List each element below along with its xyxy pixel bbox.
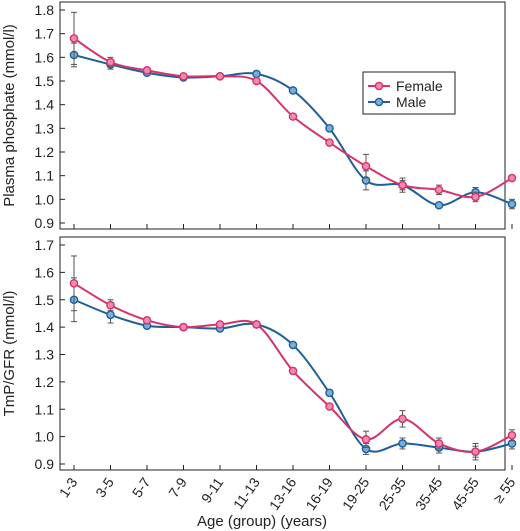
legend-entry-male: Male	[396, 94, 427, 110]
y-tick-label: 1.1	[35, 168, 55, 184]
male-data-point	[507, 199, 517, 209]
y-tick-label: 0.9	[35, 215, 55, 231]
female-data-point	[179, 71, 188, 81]
y-tick-label: 1.3	[35, 347, 55, 363]
female-data-point	[471, 447, 480, 456]
female-data-point	[361, 161, 371, 171]
female-data-point	[179, 322, 188, 332]
plot-frame	[59, 1, 506, 230]
y-tick-label: 1.4	[35, 319, 55, 335]
y-tick-label: 1.7	[35, 26, 55, 42]
y-tick-label: 1.2	[35, 374, 55, 390]
y-tick-label: 1.0	[35, 429, 55, 445]
x-tick-label: ≥ 55	[490, 474, 519, 506]
female-data-point	[142, 66, 152, 75]
x-tick-label: 35-45	[412, 474, 446, 513]
female-data-point	[398, 180, 407, 190]
y-tick-label: 1.1	[35, 401, 55, 417]
female-data-point	[106, 57, 115, 67]
male-data-point	[434, 200, 444, 210]
legend-entry-female: Female	[396, 78, 443, 94]
y-tick-label: 1.4	[35, 97, 55, 113]
female-data-point	[325, 138, 334, 147]
tmp-gfr-panel: 0.9 1.0 1.1 1.2 1.3 1.4 1.5 1.6 1.7 1-3 3-5 5-7 7-9 9…	[1, 236, 519, 513]
y-tick-label: 1.7	[35, 237, 55, 253]
female-data-point	[434, 439, 444, 448]
legend-swatch-marker	[374, 97, 384, 107]
y-axis-label: TmP/GFR (mmol/l)	[1, 291, 18, 417]
female-data-point	[69, 34, 79, 43]
x-axis-label: Age (group) (years)	[197, 513, 327, 530]
x-tick-label: 25-35	[375, 474, 409, 513]
y-tick-label: 1.2	[35, 144, 55, 160]
y-tick-label: 1.6	[35, 264, 55, 280]
female-data-point	[288, 112, 298, 121]
x-tick-label: 5-7	[129, 474, 154, 500]
y-tick-label: 1.3	[35, 120, 55, 136]
female-data-point	[69, 279, 79, 288]
male-data-point	[325, 124, 334, 133]
x-tick-label: 16-19	[302, 474, 336, 513]
female-data-point	[106, 300, 115, 310]
x-tick-label: 9-11	[198, 474, 227, 505]
y-tick-label: 1.0	[35, 191, 55, 207]
male-data-point	[252, 69, 261, 79]
legend-box	[362, 71, 456, 115]
female-data-point	[215, 320, 225, 329]
female-data-point	[434, 185, 444, 195]
legend-swatch-marker	[374, 81, 384, 91]
female-data-point	[142, 315, 152, 325]
plot-frame	[59, 236, 506, 471]
female-data-point	[471, 192, 480, 202]
male-data-point	[325, 388, 334, 398]
y-tick-label: 1.5	[35, 73, 55, 89]
y-tick-label: 1.8	[35, 2, 55, 18]
y-tick-label: 1.5	[35, 292, 55, 308]
x-tick-label: 3-5	[92, 474, 117, 500]
x-tick-label: 45-55	[448, 474, 482, 513]
x-tick-label: 11-13	[230, 474, 263, 512]
female-data-point	[252, 320, 261, 329]
male-data-point	[106, 310, 115, 320]
male-data-point	[288, 340, 298, 350]
y-tick-label: 1.6	[35, 49, 55, 65]
female-data-point	[215, 71, 225, 81]
female-data-point	[398, 414, 407, 424]
male-data-point	[398, 439, 407, 448]
female-data-point	[507, 173, 517, 183]
y-tick-label: 0.9	[35, 456, 55, 472]
female-data-point	[252, 76, 261, 86]
female-data-point	[325, 402, 334, 411]
female-data-point	[361, 435, 371, 444]
male-series-line	[73, 298, 513, 453]
plasma-phosphate-panel: 0.9 1.0 1.1 1.2 1.3 1.4 1.5 1.6 1.7 1.8 Plasma pho…	[1, 1, 517, 231]
x-tick-label: 13-16	[266, 474, 300, 513]
x-tick-label: 19-25	[339, 474, 373, 513]
x-tick-label: 7-9	[165, 474, 190, 500]
male-data-point	[288, 86, 298, 95]
female-data-point	[288, 366, 298, 376]
y-axis-label: Plasma phosphate (mmol/l)	[1, 24, 18, 207]
x-tick-label: 1-3	[56, 474, 81, 500]
female-data-point	[507, 430, 517, 440]
